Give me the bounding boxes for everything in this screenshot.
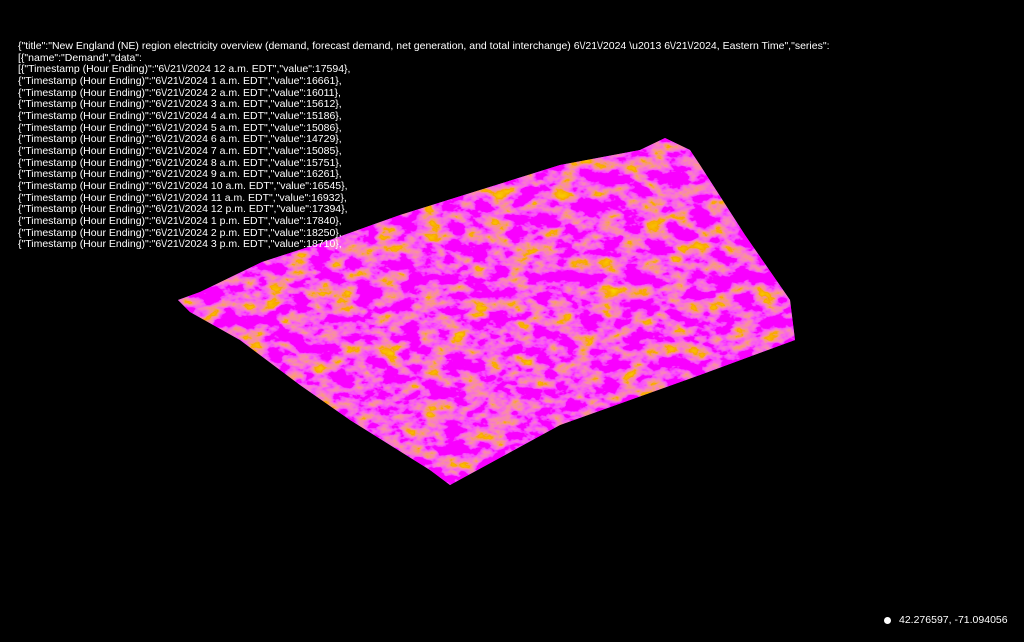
json-overlay: {"title":"New England (NE) region electr…	[18, 40, 830, 251]
json-line: [{"Timestamp (Hour Ending)":"6\/21\/2024…	[18, 63, 351, 76]
json-line: {"Timestamp (Hour Ending)":"6\/21\/2024 …	[18, 168, 342, 181]
json-line: {"Timestamp (Hour Ending)":"6\/21\/2024 …	[18, 133, 342, 146]
json-line: {"Timestamp (Hour Ending)":"6\/21\/2024 …	[18, 98, 342, 111]
json-line: [{"name":"Demand","data":	[18, 51, 142, 64]
json-line: {"Timestamp (Hour Ending)":"6\/21\/2024 …	[18, 226, 342, 239]
json-line: {"Timestamp (Hour Ending)":"6\/21\/2024 …	[18, 191, 347, 204]
json-line: {"title":"New England (NE) region electr…	[18, 40, 830, 52]
coordinates: 42.276597, -71.094056	[884, 614, 1008, 626]
json-line: {"Timestamp (Hour Ending)":"6\/21\/2024 …	[18, 214, 342, 227]
json-line: {"Timestamp (Hour Ending)":"6\/21\/2024 …	[18, 144, 342, 157]
json-line: {"Timestamp (Hour Ending)":"6\/21\/2024 …	[18, 203, 348, 216]
json-line: {"Timestamp (Hour Ending)":"6\/21\/2024 …	[18, 109, 342, 122]
json-line: {"Timestamp (Hour Ending)":"6\/21\/2024 …	[18, 238, 342, 251]
location-dot	[884, 616, 891, 624]
json-line: {"Timestamp (Hour Ending)":"6\/21\/2024 …	[18, 156, 342, 169]
coordinates-text: 42.276597, -71.094056	[899, 614, 1008, 626]
json-line: {"Timestamp (Hour Ending)":"6\/21\/2024 …	[18, 74, 342, 87]
json-line: {"Timestamp (Hour Ending)":"6\/21\/2024 …	[18, 179, 348, 192]
json-line: {"Timestamp (Hour Ending)":"6\/21\/2024 …	[18, 121, 342, 134]
json-line: {"Timestamp (Hour Ending)":"6\/21\/2024 …	[18, 86, 341, 99]
